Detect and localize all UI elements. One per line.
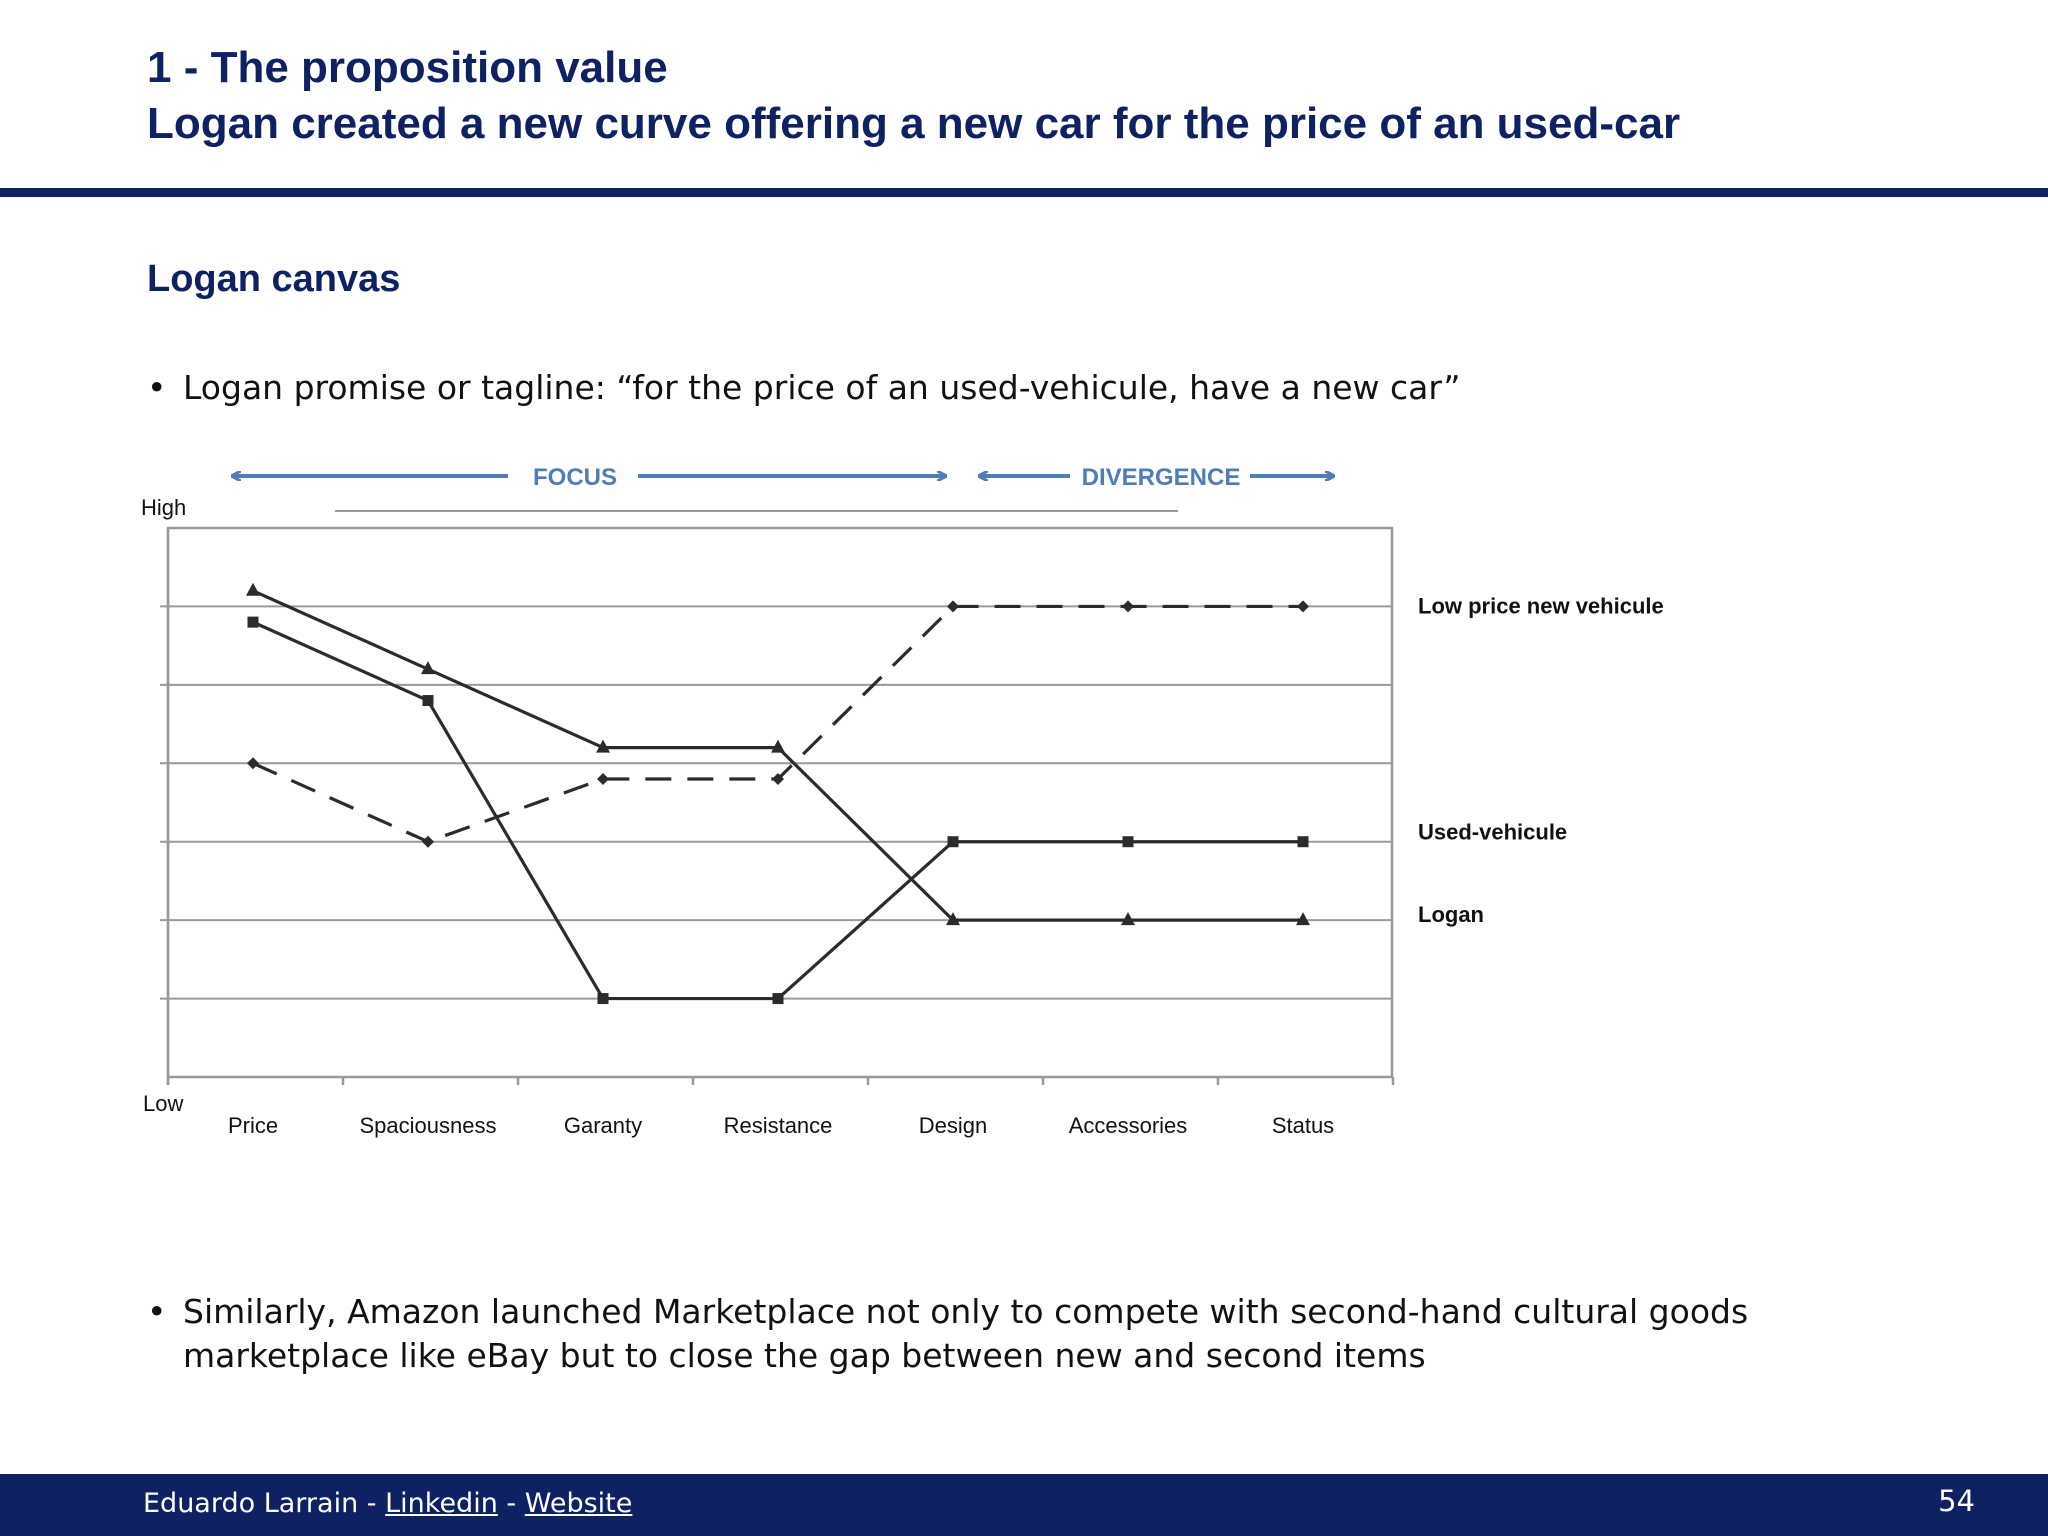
axis-low-label: Low [143, 1091, 183, 1116]
data-point-low-price-new-vehicule-garanty [597, 772, 609, 785]
x-tick-label-price: Price [228, 1113, 278, 1138]
slide-title-line-2: Logan created a new curve offering a new… [147, 99, 1681, 148]
linkedin-link[interactable]: Linkedin [385, 1488, 498, 1519]
x-tick-label-resistance: Resistance [724, 1113, 833, 1138]
series-label-low-price-new-vehicule: Low price new vehicule [1418, 593, 1664, 618]
footer-bar: Eduardo Larrain - Linkedin - Website 54 [0, 1474, 2048, 1536]
bullet-dot-icon: • [147, 368, 167, 407]
data-point-used-vehicule-garanty [597, 993, 609, 1005]
data-point-logan-spaciousness [421, 661, 435, 675]
section-title: Logan canvas [147, 258, 401, 300]
data-point-logan-accessories [1121, 912, 1135, 926]
series-line-used-vehicule [252, 620, 1303, 1001]
footer-separator: - [497, 1488, 525, 1519]
data-point-used-vehicule-price [247, 616, 259, 628]
focus-label: FOCUS [533, 464, 617, 491]
data-point-low-price-new-vehicule-accessories [1122, 600, 1134, 613]
series-label-logan: Logan [1418, 902, 1484, 927]
x-tick-label-status: Status [1272, 1113, 1334, 1138]
series-line-low-price-new-vehicule [252, 604, 1303, 844]
bullet-amazon-line-2: marketplace like eBay but to close the g… [183, 1336, 1426, 1375]
data-point-low-price-new-vehicule-design [947, 600, 959, 613]
x-tick-label-spaciousness: Spaciousness [360, 1113, 497, 1138]
data-point-used-vehicule-resistance [772, 993, 784, 1005]
page-number: 54 [1938, 1484, 1975, 1518]
data-point-used-vehicule-accessories [1122, 836, 1134, 848]
data-point-logan-design [946, 912, 960, 926]
axis-high-label: High [141, 495, 186, 520]
x-tick-label-design: Design [919, 1113, 987, 1138]
title-divider [0, 188, 2048, 197]
logan-strategy-canvas-chart: FOCUS DIVERGENCE High Low Price Spaciousness… [141, 464, 1664, 1138]
x-tick-label-garanty: Garanty [564, 1113, 642, 1138]
focus-divergence-header: FOCUS DIVERGENCE [233, 464, 1333, 512]
chart-series [246, 582, 1310, 1005]
bullet-tagline-text: Logan promise or tagline: “for the price… [183, 368, 1461, 407]
author-name: Eduardo Larrain - [143, 1488, 386, 1519]
data-point-logan-garanty [596, 739, 610, 753]
chart-labels: High Low Price Spaciousness Garanty Resistanc… [141, 495, 1664, 1138]
footer-credit: Eduardo Larrain - Linkedin - Website [143, 1488, 632, 1519]
slide-title: 1 - The proposition value Logan created … [147, 40, 1680, 152]
bullet-amazon-text: Similarly, Amazon launched Marketplace n… [183, 1290, 1748, 1378]
data-point-used-vehicule-design [947, 836, 959, 848]
data-point-used-vehicule-status [1297, 836, 1309, 848]
data-point-low-price-new-vehicule-price [247, 757, 259, 770]
data-point-logan-price [246, 582, 260, 596]
data-point-low-price-new-vehicule-status [1297, 600, 1309, 613]
data-point-logan-resistance [771, 739, 785, 753]
bullet-amazon-line-1: Similarly, Amazon launched Marketplace n… [183, 1292, 1749, 1331]
data-point-low-price-new-vehicule-spaciousness [422, 835, 434, 848]
divergence-label: DIVERGENCE [1082, 464, 1241, 491]
website-link[interactable]: Website [524, 1488, 633, 1519]
data-point-used-vehicule-spaciousness [422, 695, 434, 707]
series-line-logan [252, 589, 1303, 922]
series-label-used-vehicule: Used-vehicule [1418, 820, 1567, 845]
data-point-logan-status [1296, 912, 1310, 926]
bullet-dot-icon: • [147, 1292, 167, 1331]
data-point-low-price-new-vehicule-resistance [772, 772, 784, 785]
x-tick-label-accessories: Accessories [1069, 1113, 1188, 1138]
slide-title-line-1: 1 - The proposition value [147, 43, 668, 92]
